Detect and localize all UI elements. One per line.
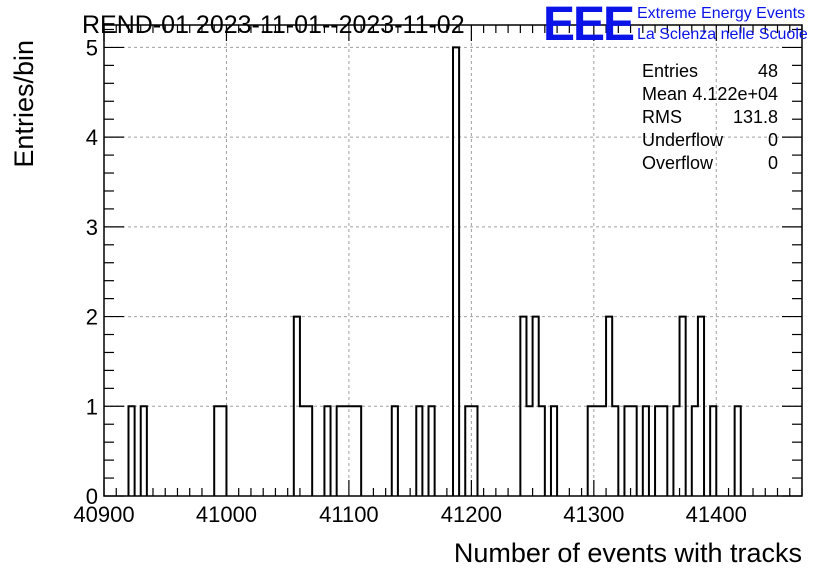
x-axis-label: Number of events with tracks xyxy=(454,538,802,568)
x-tick-label: 41000 xyxy=(196,502,257,527)
stats-label: Overflow xyxy=(642,153,714,173)
logo-line-2: La Scienza nelle Scuole xyxy=(637,26,808,43)
y-tick-label: 5 xyxy=(86,35,98,60)
stats-value: 4.122e+04 xyxy=(692,84,778,104)
stats-label: RMS xyxy=(642,107,682,127)
histogram-outline xyxy=(127,46,742,496)
chart-title: REND-01 2023-11-01--2023-11-02 xyxy=(82,11,465,39)
axes xyxy=(103,24,803,497)
x-tick-label: 41100 xyxy=(319,502,379,527)
logo-mark: EEE xyxy=(543,0,634,51)
stats-value: 48 xyxy=(758,61,778,81)
x-axis-ticks: 40900 41000 41100 41200 41300 41400 xyxy=(73,25,803,527)
x-tick-label: 41200 xyxy=(441,502,502,527)
y-tick-label: 2 xyxy=(86,305,98,330)
y-tick-label: 3 xyxy=(86,215,98,240)
y-tick-label: 1 xyxy=(86,394,98,419)
stats-box: Entries 48 Mean 4.122e+04 RMS 131.8 Underflow 0… xyxy=(642,61,778,173)
stats-label: Underflow xyxy=(642,130,724,150)
x-tick-label: 40900 xyxy=(73,502,134,527)
plot-frame xyxy=(103,24,803,497)
y-tick-label: 0 xyxy=(86,484,98,509)
stats-label: Entries xyxy=(642,61,698,81)
eee-logo: EEE Extreme Energy Events La Scienza nel… xyxy=(543,0,808,51)
x-tick-label: 41300 xyxy=(563,502,624,527)
y-axis-ticks: 0 1 2 3 4 5 xyxy=(86,28,802,509)
stats-value: 131.8 xyxy=(733,107,778,127)
stats-value: 0 xyxy=(768,130,778,150)
y-axis-label: Entries/bin xyxy=(9,40,39,168)
stats-label: Mean xyxy=(642,84,687,104)
x-tick-label: 41400 xyxy=(686,502,747,527)
stats-value: 0 xyxy=(768,153,778,173)
y-tick-label: 4 xyxy=(86,125,98,150)
logo-line-1: Extreme Energy Events xyxy=(637,5,805,22)
histogram-bars xyxy=(127,46,742,496)
